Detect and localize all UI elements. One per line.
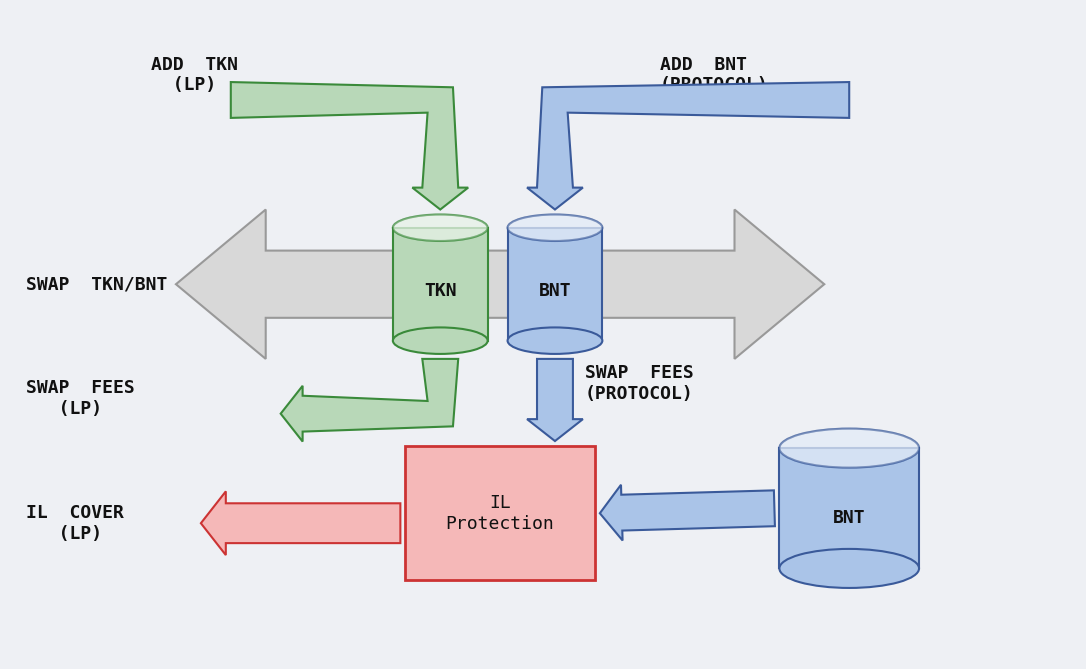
Ellipse shape	[780, 429, 919, 468]
Ellipse shape	[393, 215, 488, 241]
Text: IL
Protection: IL Protection	[445, 494, 555, 533]
Text: IL  COVER
   (LP): IL COVER (LP)	[26, 504, 124, 543]
Text: ADD  TKN
  (LP): ADD TKN (LP)	[151, 56, 238, 94]
Ellipse shape	[507, 215, 603, 241]
Text: TKN: TKN	[424, 282, 456, 300]
Polygon shape	[507, 227, 603, 341]
Polygon shape	[599, 485, 775, 541]
Ellipse shape	[780, 549, 919, 588]
Ellipse shape	[780, 429, 919, 468]
Ellipse shape	[507, 327, 603, 354]
Polygon shape	[231, 82, 468, 209]
Ellipse shape	[507, 215, 603, 241]
Text: BNT: BNT	[833, 509, 866, 527]
FancyBboxPatch shape	[405, 446, 595, 581]
Polygon shape	[280, 359, 458, 442]
Text: ADD  BNT
(PROTOCOL): ADD BNT (PROTOCOL)	[659, 56, 769, 94]
Polygon shape	[201, 491, 401, 555]
Polygon shape	[527, 359, 583, 441]
Polygon shape	[780, 448, 919, 569]
Polygon shape	[393, 227, 488, 341]
Text: BNT: BNT	[539, 282, 571, 300]
Text: SWAP  FEES
   (LP): SWAP FEES (LP)	[26, 379, 135, 418]
Text: SWAP  TKN/BNT: SWAP TKN/BNT	[26, 275, 167, 293]
Ellipse shape	[393, 215, 488, 241]
PathPatch shape	[176, 209, 824, 359]
Text: SWAP  FEES
(PROTOCOL): SWAP FEES (PROTOCOL)	[585, 365, 694, 403]
Ellipse shape	[393, 327, 488, 354]
Polygon shape	[527, 82, 849, 209]
